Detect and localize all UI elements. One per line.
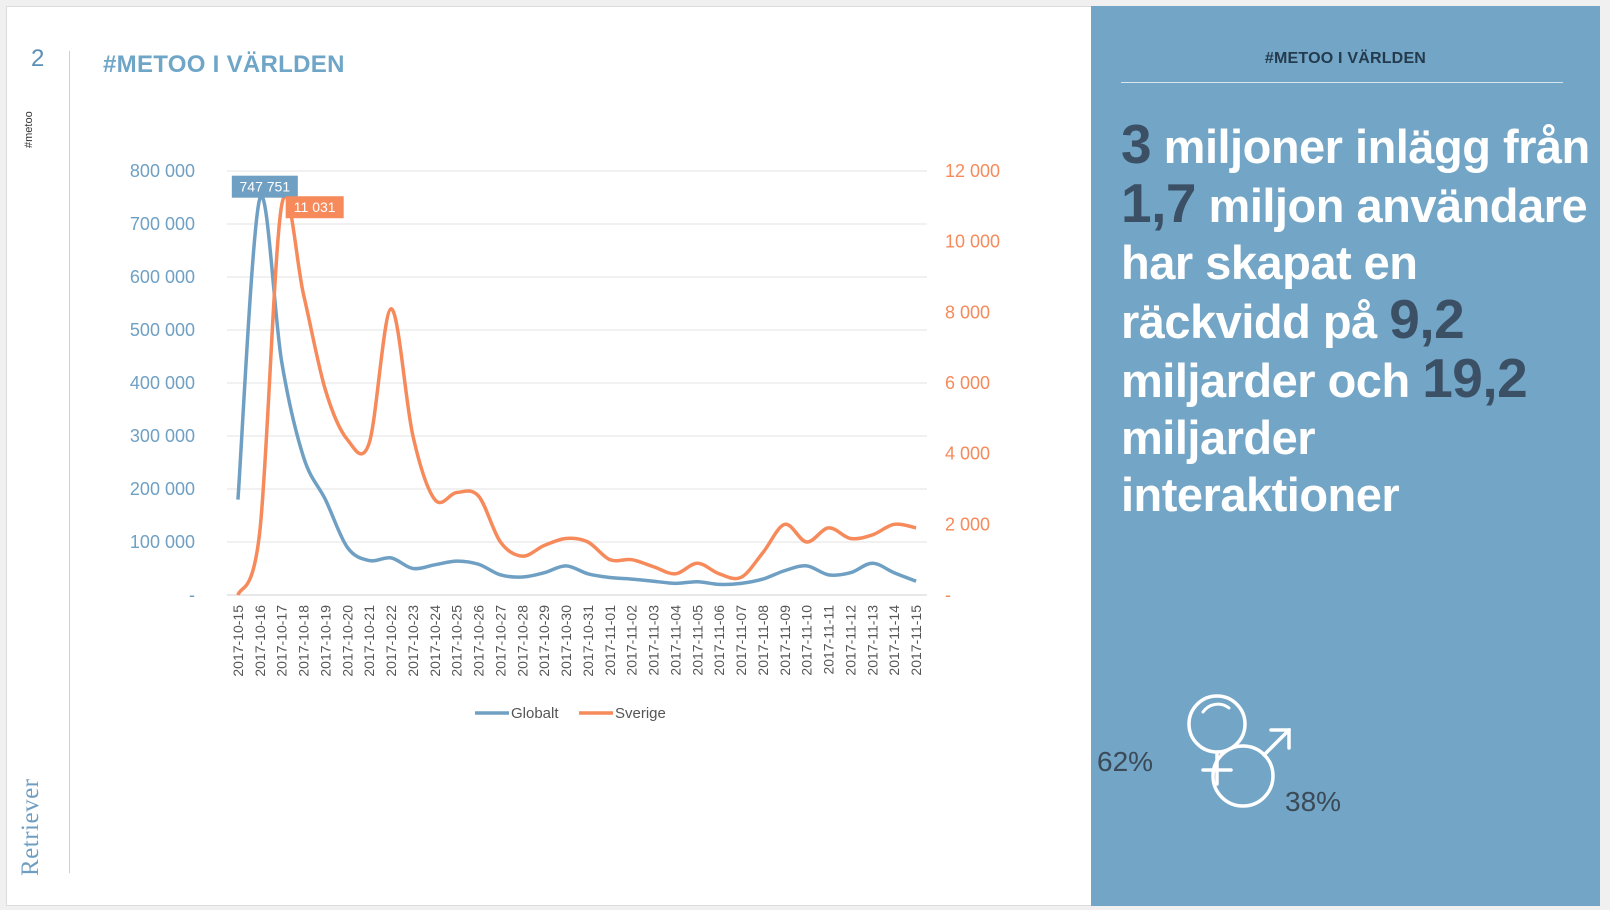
y-left-tick-label: 400 000 [130,373,195,393]
panel-divider [1121,82,1563,83]
y-left-tick-label: 600 000 [130,267,195,287]
divider-line [69,51,70,873]
x-tick-label: 2017-10-28 [514,605,530,677]
x-tick-label: 2017-10-27 [492,605,508,677]
x-tick-label: 2017-10-18 [296,605,312,677]
x-tick-label: 2017-11-08 [755,605,771,676]
headline-text-3: miljarder och [1121,354,1423,407]
page-number: 2 [31,45,45,72]
x-tick-label: 2017-10-17 [274,605,290,677]
y-right-tick-label: 12 000 [945,161,1000,181]
data-label-box [285,196,344,219]
y-left-tick-label: - [189,585,195,605]
y-right-tick-label: 8 000 [945,302,990,322]
y-left-tick-label: 500 000 [130,320,195,340]
male-icon [1211,728,1291,808]
x-tick-label: 2017-11-13 [864,605,880,676]
y-left-tick-label: 700 000 [130,214,195,234]
y-right-tick-label: 2 000 [945,514,990,534]
x-tick-label: 2017-10-21 [361,605,377,677]
y-left-tick-label: 100 000 [130,532,195,552]
y-right-tick-label: 10 000 [945,232,1000,252]
x-tick-label: 2017-11-07 [733,605,749,676]
y-left-tick-label: 300 000 [130,426,195,446]
headline-text-1: miljoner inlägg från [1151,120,1591,173]
legend-label: Sverige [615,705,666,722]
headline-number-reach: 9,2 [1389,288,1465,350]
legend-label: Globalt [511,705,559,722]
y-left-tick-label: 200 000 [130,479,195,499]
x-tick-label: 2017-11-14 [886,605,902,676]
headline-text-4: miljarder interaktioner [1121,411,1400,521]
x-tick-label: 2017-11-05 [689,605,705,676]
x-tick-label: 2017-10-30 [558,605,574,677]
x-tick-label: 2017-10-25 [449,605,465,677]
x-tick-label: 2017-11-03 [646,605,662,676]
x-tick-label: 2017-11-01 [602,605,618,676]
x-tick-label: 2017-11-10 [799,605,815,676]
x-tick-label: 2017-10-29 [536,605,552,677]
panel-title: #METOO I VÄRLDEN [1264,50,1427,67]
x-tick-label: 2017-10-22 [383,605,399,677]
headline-text-2: miljon användare har skapat en räckvidd … [1121,179,1588,348]
page-title: #METOO I VÄRLDEN [103,51,345,78]
headline-text: 3 miljoner inlägg från 1,7 miljon använd… [1121,116,1591,523]
side-hashtag: #metoo [23,111,35,149]
summary-panel: #METOO I VÄRLDEN 3 miljoner inlägg från … [1091,6,1600,906]
retriever-logo: Retriever [17,778,44,876]
x-tick-label: 2017-10-15 [230,605,246,677]
headline-number-interactions: 19,2 [1422,347,1528,409]
x-tick-label: 2017-10-26 [471,605,487,677]
x-tick-label: 2017-11-11 [821,605,837,675]
male-percentage: 38% [1285,786,1342,817]
data-label: 747 751 [240,179,291,195]
y-right-tick-label: 6 000 [945,373,990,393]
x-tick-label: 2017-11-04 [667,605,683,676]
y-right-tick-label: - [945,585,951,605]
x-tick-label: 2017-11-09 [777,605,793,676]
female-percentage: 62% [1097,746,1154,777]
line-chart: - 100 000 200 000 300 000 400 000 500 000 600 … [130,161,1000,722]
series-line-sverige [236,194,917,596]
y-right-tick-label: 4 000 [945,444,990,464]
headline-number-users: 1,7 [1121,172,1196,234]
x-tick-label: 2017-11-02 [624,605,640,676]
x-tick-label: 2017-11-06 [711,605,727,676]
x-tick-label: 2017-10-16 [252,605,268,677]
x-tick-label: 2017-11-12 [842,605,858,676]
x-tick-label: 2017-10-23 [405,605,421,677]
x-tick-label: 2017-10-19 [317,605,333,677]
headline-number-posts: 3 [1121,113,1152,175]
data-label-box [231,175,298,198]
x-tick-label: 2017-10-24 [427,605,443,677]
series-line-globalt [236,194,917,587]
x-tick-label: 2017-10-31 [580,605,596,677]
y-left-tick-label: 800 000 [130,161,195,181]
gender-icons [1187,694,1291,808]
data-label: 11 031 [294,199,336,215]
x-tick-label: 2017-10-20 [339,605,355,677]
female-icon [1187,694,1247,786]
x-tick-label: 2017-11-15 [908,605,924,676]
